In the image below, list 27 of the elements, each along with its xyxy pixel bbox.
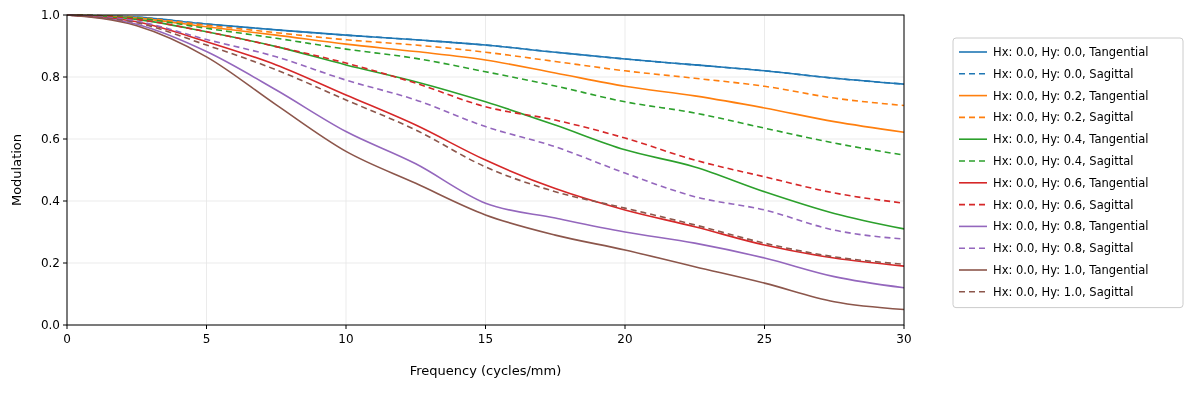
- y-tick-label: 0.0: [40, 318, 60, 332]
- y-tick-label: 0.8: [40, 70, 60, 84]
- y-axis-title: Modulation: [9, 133, 24, 207]
- legend-label: Hx: 0.0, Hy: 0.8, Tangential: [993, 219, 1149, 234]
- legend-label: Hx: 0.0, Hy: 0.2, Tangential: [993, 88, 1149, 103]
- legend-label: Hx: 0.0, Hy: 1.0, Tangential: [993, 263, 1149, 277]
- y-tick-label: 0.6: [40, 132, 60, 146]
- x-tick-label: 15: [477, 332, 494, 346]
- legend-label: Hx: 0.0, Hy: 0.4, Tangential: [993, 132, 1149, 147]
- x-tick-label: 10: [338, 332, 354, 346]
- x-axis-title: Frequency (cycles/mm): [409, 363, 562, 378]
- y-tick-label: 0.4: [40, 194, 60, 208]
- legend-label: Hx: 0.0, Hy: 0.6, Tangential: [993, 175, 1149, 190]
- legend-label: Hx: 0.0, Hy: 0.2, Sagittal: [993, 110, 1134, 125]
- legend-label: Hx: 0.0, Hy: 0.0, Sagittal: [993, 66, 1134, 81]
- x-tick-label: 5: [202, 332, 211, 346]
- legend-label: Hx: 0.0, Hy: 0.8, Sagittal: [993, 241, 1134, 256]
- x-tick-label: 20: [617, 332, 633, 346]
- y-tick-label: 1.0: [40, 8, 60, 22]
- x-tick-label: 25: [756, 332, 773, 346]
- legend-label: Hx: 0.0, Hy: 0.4, Sagittal: [993, 154, 1134, 168]
- x-tick-label: 30: [896, 332, 912, 346]
- legend-label: Hx: 0.0, Hy: 0.6, Sagittal: [993, 197, 1134, 212]
- y-tick-label: 0.2: [40, 256, 60, 270]
- legend-label: Hx: 0.0, Hy: 0.0, Tangential: [993, 45, 1149, 59]
- legend-label: Hx: 0.0, Hy: 1.0, Sagittal: [993, 284, 1134, 299]
- x-tick-label: 0: [63, 332, 71, 346]
